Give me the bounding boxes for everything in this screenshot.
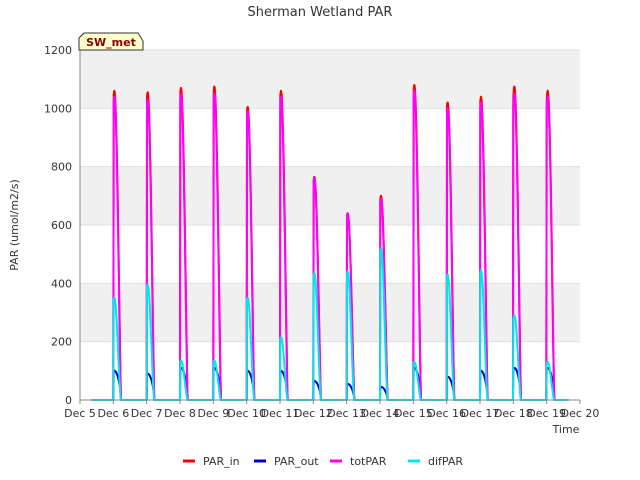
legend-label: PAR_out [274, 455, 319, 468]
grid-bands [80, 49, 580, 401]
legend: PAR_in PAR_out totPAR difPAR [183, 455, 463, 468]
y-tick-label: 600 [51, 219, 72, 232]
site-badge-label: SW_met [86, 36, 136, 49]
x-tick-label: Dec 8 [164, 407, 196, 420]
y-tick-label: 1200 [44, 44, 72, 57]
x-axis-label: Time [552, 423, 580, 436]
legend-label: PAR_in [203, 455, 240, 468]
y-tick-label: 400 [51, 277, 72, 290]
x-tick-label: Dec 20 [561, 407, 600, 420]
x-tick-label: Dec 18 [494, 407, 533, 420]
x-tick-label: Dec 5 [64, 407, 96, 420]
x-tick-label: Dec 17 [461, 407, 500, 420]
y-tick-label: 200 [51, 336, 72, 349]
grid-band [80, 166, 580, 225]
y-tick-label: 1000 [44, 102, 72, 115]
x-tick-label: Dec 19 [527, 407, 566, 420]
x-tick-label: Dec 7 [131, 407, 163, 420]
x-tick-label: Dec 16 [427, 407, 466, 420]
x-tick-label: Dec 12 [294, 407, 333, 420]
chart-title: Sherman Wetland PAR [248, 5, 393, 20]
x-tick-label: Dec 10 [227, 407, 266, 420]
x-tick-label: Dec 11 [261, 407, 300, 420]
x-tick-label: Dec 6 [97, 407, 129, 420]
legend-label: totPAR [350, 455, 387, 468]
grid-band [80, 50, 580, 109]
x-tick-label: Dec 9 [197, 407, 229, 420]
grid-band [80, 283, 580, 342]
legend-label: difPAR [428, 455, 463, 468]
y-axis-label: PAR (umol/m2/s) [8, 179, 21, 271]
x-tick-label: Dec 13 [327, 407, 366, 420]
y-tick-label: 0 [65, 394, 72, 407]
x-tick-label: Dec 15 [394, 407, 433, 420]
x-tick-label: Dec 14 [361, 407, 400, 420]
site-badge: SW_met [78, 32, 144, 51]
y-tick-label: 800 [51, 161, 72, 174]
